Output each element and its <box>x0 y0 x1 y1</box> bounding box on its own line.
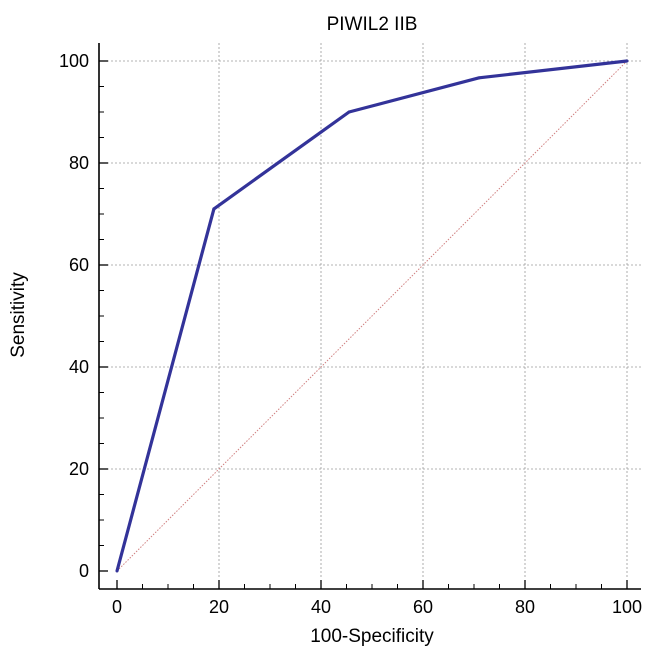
x-tick-label: 20 <box>209 597 229 617</box>
y-tick-label: 80 <box>69 153 89 173</box>
axes <box>98 43 641 590</box>
tick-labels: 0 20 40 60 80 100 0 20 40 60 80 100 <box>59 51 642 617</box>
y-tick-label: 40 <box>69 357 89 377</box>
y-tick-label: 60 <box>69 255 89 275</box>
x-tick-label: 40 <box>311 597 331 617</box>
y-tick-label: 20 <box>69 459 89 479</box>
x-tick-label: 80 <box>515 597 535 617</box>
x-axis-label: 100-Specificity <box>310 626 434 647</box>
roc-curve-point <box>212 207 216 211</box>
roc-curve-point <box>115 569 119 573</box>
chart-title: PIWIL2 IIB <box>327 14 418 35</box>
x-tick-label: 60 <box>413 597 433 617</box>
x-tick-label: 100 <box>612 597 642 617</box>
y-tick-label: 100 <box>59 51 89 71</box>
roc-curve-point <box>347 110 351 114</box>
x-tick-label: 0 <box>112 597 122 617</box>
y-tick-label: 0 <box>79 561 89 581</box>
roc-curve-point <box>625 59 629 63</box>
series-layer <box>115 59 629 573</box>
grid <box>107 43 641 579</box>
reference-diagonal-line <box>116 60 628 572</box>
reference-line-layer <box>116 60 628 572</box>
roc-curve-point <box>477 76 481 80</box>
y-axis-label: Sensitivity <box>8 272 29 358</box>
